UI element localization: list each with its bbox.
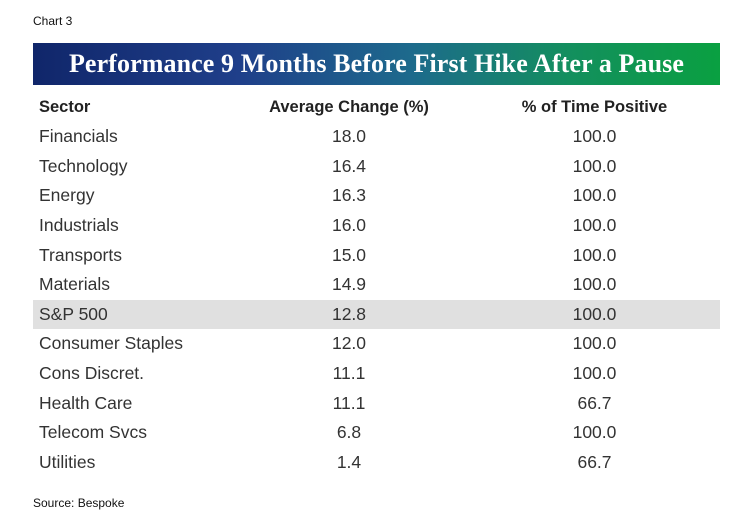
time-positive-cell: 100.0 — [572, 126, 617, 147]
sector-cell: Transports — [39, 244, 122, 265]
time-positive-cell: 100.0 — [572, 333, 617, 354]
table-row: Materials 14.9 100.0 — [33, 270, 720, 300]
sector-cell: Telecom Svcs — [39, 422, 147, 443]
average-change-cell: 12.0 — [331, 333, 367, 354]
source-note: Source: Bespoke — [33, 496, 125, 510]
table-row: Utilities 1.4 66.7 — [33, 448, 720, 478]
title-banner: Performance 9 Months Before First Hike A… — [33, 43, 720, 85]
average-change-cell: 6.8 — [336, 422, 362, 443]
table-row: Energy 16.3 100.0 — [33, 181, 720, 211]
time-positive-cell: 100.0 — [572, 422, 617, 443]
sector-cell: Financials — [39, 126, 118, 147]
average-change-cell: 1.4 — [336, 451, 362, 472]
table-row: Transports 15.0 100.0 — [33, 240, 720, 270]
time-positive-cell: 100.0 — [572, 274, 617, 295]
column-header-time-positive: % of Time Positive — [521, 97, 668, 116]
time-positive-cell: 100.0 — [572, 244, 617, 265]
sector-cell: Consumer Staples — [39, 333, 183, 354]
average-change-cell: 16.3 — [331, 185, 367, 206]
table-header-row: Sector Average Change (%) % of Time Posi… — [33, 92, 720, 122]
sector-cell: Health Care — [39, 392, 133, 413]
average-change-cell: 14.9 — [331, 274, 367, 295]
sector-cell: Cons Discret. — [39, 363, 145, 384]
chart-label: Chart 3 — [33, 14, 73, 28]
table-row: Technology 16.4 100.0 — [33, 152, 720, 182]
sector-cell: Utilities — [39, 451, 96, 472]
table-row: Health Care 11.1 66.7 — [33, 388, 720, 418]
sector-cell: Technology — [39, 155, 128, 176]
time-positive-cell: 100.0 — [572, 185, 617, 206]
average-change-cell: 16.4 — [331, 155, 367, 176]
sector-cell: S&P 500 — [33, 299, 229, 330]
average-change-cell: 18.0 — [331, 126, 367, 147]
time-positive-cell: 66.7 — [577, 451, 612, 472]
performance-table: Sector Average Change (%) % of Time Posi… — [33, 92, 720, 477]
average-change-cell: 12.8 — [229, 299, 469, 330]
average-change-cell: 11.1 — [332, 363, 366, 384]
sector-cell: Energy — [39, 185, 95, 206]
average-change-cell: 15.0 — [331, 244, 367, 265]
table-row: Cons Discret. 11.1 100.0 — [33, 359, 720, 389]
sector-cell: Materials — [39, 274, 110, 295]
table-row: Consumer Staples 12.0 100.0 — [33, 329, 720, 359]
average-change-cell: 11.1 — [332, 392, 366, 413]
column-header-sector: Sector — [39, 97, 91, 116]
table-body: Financials 18.0 100.0 Technology 16.4 100.0 En… — [33, 122, 720, 477]
column-header-average-change: Average Change (%) — [269, 97, 429, 116]
sector-cell: Industrials — [39, 215, 119, 236]
time-positive-cell: 100.0 — [572, 363, 617, 384]
time-positive-cell: 66.7 — [577, 392, 612, 413]
table-row: S&P 500 12.8 100.0 — [33, 299, 720, 330]
average-change-cell: 16.0 — [331, 215, 367, 236]
time-positive-cell: 100.0 — [469, 299, 720, 330]
time-positive-cell: 100.0 — [572, 215, 617, 236]
table-row: Telecom Svcs 6.8 100.0 — [33, 418, 720, 448]
time-positive-cell: 100.0 — [572, 155, 617, 176]
table-row: Financials 18.0 100.0 — [33, 122, 720, 152]
table-row: Industrials 16.0 100.0 — [33, 211, 720, 241]
chart-title: Performance 9 Months Before First Hike A… — [68, 49, 685, 78]
